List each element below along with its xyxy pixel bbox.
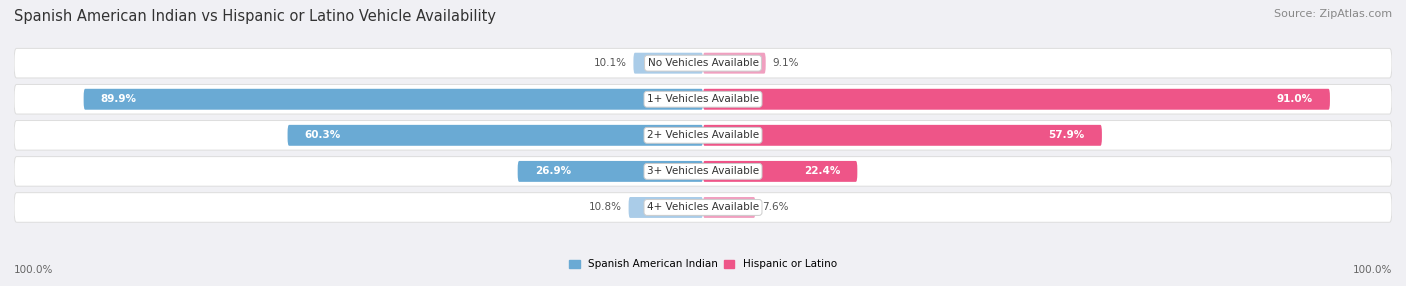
Text: 100.0%: 100.0% xyxy=(1353,265,1392,275)
Text: 60.3%: 60.3% xyxy=(305,130,342,140)
FancyBboxPatch shape xyxy=(14,193,1392,222)
FancyBboxPatch shape xyxy=(628,197,703,218)
Text: 1+ Vehicles Available: 1+ Vehicles Available xyxy=(647,94,759,104)
Text: Source: ZipAtlas.com: Source: ZipAtlas.com xyxy=(1274,9,1392,19)
FancyBboxPatch shape xyxy=(703,125,1102,146)
FancyBboxPatch shape xyxy=(703,197,755,218)
FancyBboxPatch shape xyxy=(703,161,858,182)
FancyBboxPatch shape xyxy=(14,157,1392,186)
FancyBboxPatch shape xyxy=(14,84,1392,114)
Text: Spanish American Indian vs Hispanic or Latino Vehicle Availability: Spanish American Indian vs Hispanic or L… xyxy=(14,9,496,23)
Text: 57.9%: 57.9% xyxy=(1049,130,1084,140)
FancyBboxPatch shape xyxy=(83,89,703,110)
FancyBboxPatch shape xyxy=(517,161,703,182)
Text: 9.1%: 9.1% xyxy=(772,58,799,68)
Text: 89.9%: 89.9% xyxy=(101,94,136,104)
FancyBboxPatch shape xyxy=(14,120,1392,150)
Text: 91.0%: 91.0% xyxy=(1277,94,1313,104)
Text: 26.9%: 26.9% xyxy=(534,166,571,176)
Legend: Spanish American Indian, Hispanic or Latino: Spanish American Indian, Hispanic or Lat… xyxy=(565,255,841,273)
FancyBboxPatch shape xyxy=(703,53,766,74)
Text: 100.0%: 100.0% xyxy=(14,265,53,275)
FancyBboxPatch shape xyxy=(288,125,703,146)
Text: 4+ Vehicles Available: 4+ Vehicles Available xyxy=(647,202,759,212)
Text: 22.4%: 22.4% xyxy=(804,166,841,176)
Text: 10.1%: 10.1% xyxy=(593,58,627,68)
Text: 3+ Vehicles Available: 3+ Vehicles Available xyxy=(647,166,759,176)
FancyBboxPatch shape xyxy=(14,48,1392,78)
Text: 2+ Vehicles Available: 2+ Vehicles Available xyxy=(647,130,759,140)
Text: No Vehicles Available: No Vehicles Available xyxy=(648,58,758,68)
FancyBboxPatch shape xyxy=(703,89,1330,110)
Text: 10.8%: 10.8% xyxy=(589,202,621,212)
Text: 7.6%: 7.6% xyxy=(762,202,789,212)
FancyBboxPatch shape xyxy=(634,53,703,74)
